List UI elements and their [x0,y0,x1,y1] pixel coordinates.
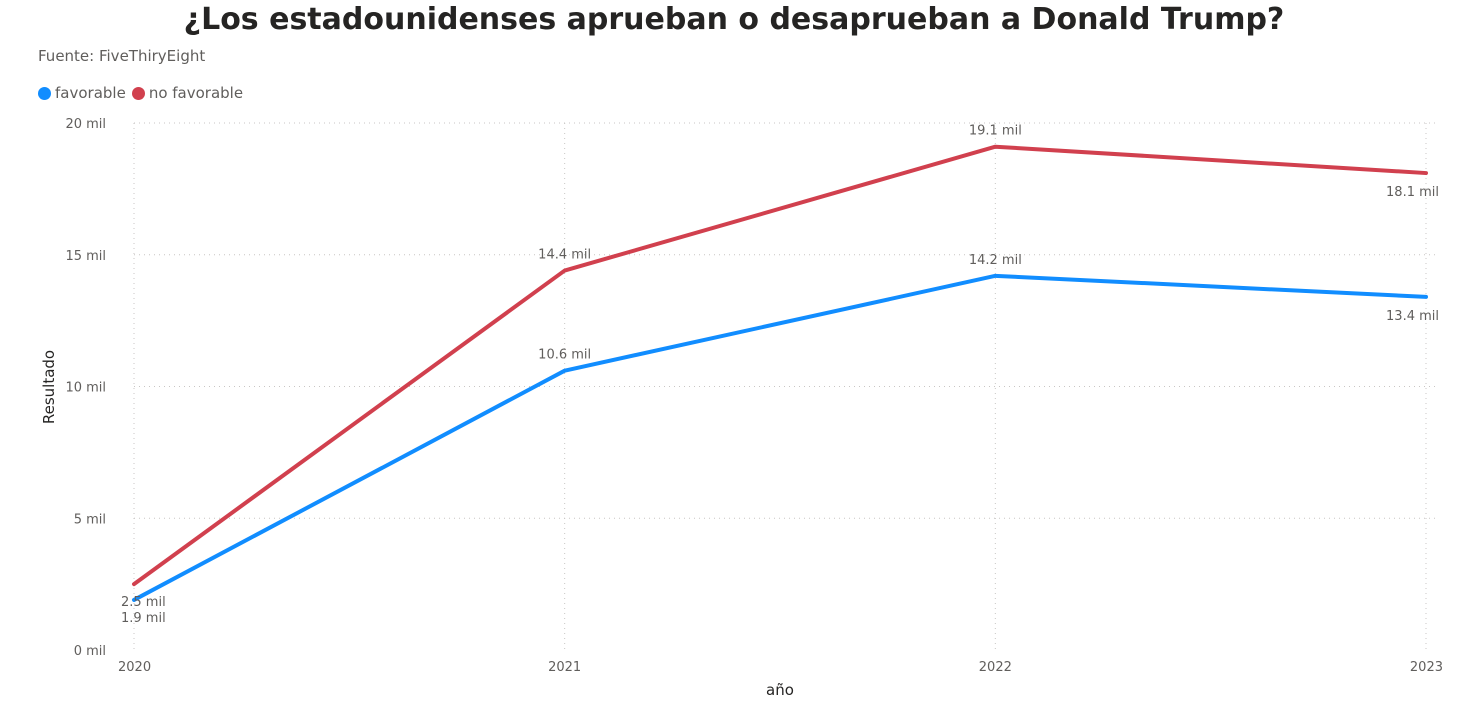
x-tick-label: 2020 [118,660,151,675]
chart-title: ¿Los estadounidenses aprueban o desaprue… [183,2,1285,37]
legend-marker-favorable [38,86,51,100]
series-lines [132,144,1428,602]
legend-item-no-favorable[interactable]: no favorable [131,84,244,102]
data-label: 19.1 mil [969,124,1022,139]
series-line-no-favorable[interactable] [132,144,1428,587]
legend-label-no-favorable: no favorable [148,84,244,102]
y-axis-ticks: 0 mil 5 mil 10 mil 15 mil 20 mil [65,117,106,659]
data-label: 2.5 mil [121,595,166,610]
y-tick-label: 10 mil [65,381,106,396]
x-tick-label: 2023 [1410,660,1443,675]
x-axis-ticks: 2020 2021 2022 2023 [118,660,1443,675]
series-line-favorable[interactable] [132,273,1428,602]
x-tick-label: 2021 [548,660,581,675]
gridlines [133,122,1436,650]
legend-marker-no-favorable [131,86,145,100]
data-label: 18.1 mil [1386,185,1439,200]
legend-label-favorable: favorable [55,84,126,102]
chart-subtitle: Fuente: FiveThiryEight [38,47,206,65]
data-label: 14.2 mil [969,253,1022,268]
y-axis-title: Resultado [40,350,58,424]
data-label: 14.4 mil [538,248,591,263]
data-label: 10.6 mil [538,348,591,363]
data-labels: 1.9 mil 10.6 mil 14.2 mil 13.4 mil 2.5 mil 14… [121,124,1439,626]
data-label: 1.9 mil [121,611,166,626]
x-tick-label: 2022 [979,660,1012,675]
y-tick-label: 0 mil [74,644,106,659]
y-tick-label: 15 mil [65,249,106,264]
x-axis-title: año [766,681,794,699]
y-tick-label: 20 mil [65,117,106,132]
legend: favorable no favorable [38,84,249,102]
y-tick-label: 5 mil [74,512,106,527]
data-label: 13.4 mil [1386,309,1439,324]
legend-item-favorable[interactable]: favorable [38,84,126,102]
